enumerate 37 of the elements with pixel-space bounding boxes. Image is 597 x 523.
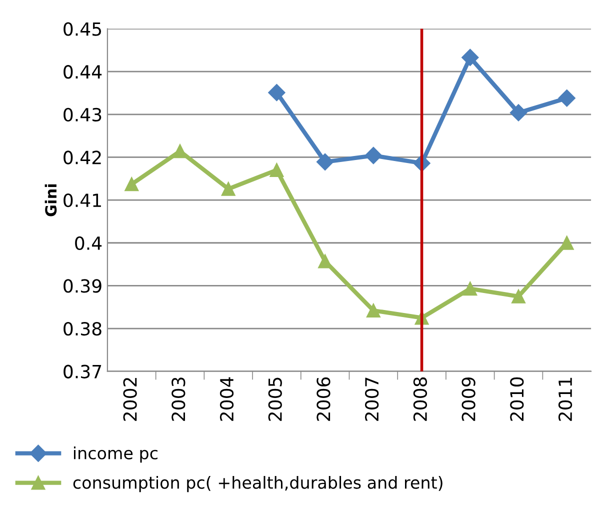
point xyxy=(560,236,574,250)
y-tick-label: 0.41 xyxy=(64,194,101,208)
x-tick-label: 2005 xyxy=(268,378,282,421)
y-tick-label: 0.44 xyxy=(64,65,102,79)
point xyxy=(366,304,380,318)
x-tick-label: 2009 xyxy=(462,377,476,421)
point xyxy=(512,289,526,304)
y-axis-title: Gini xyxy=(44,184,57,216)
point xyxy=(558,90,576,107)
point xyxy=(463,282,478,296)
point xyxy=(510,104,528,122)
point xyxy=(173,144,187,158)
point xyxy=(124,177,139,192)
x-tick-label: 2002 xyxy=(123,378,137,421)
point xyxy=(318,254,332,268)
legend-label: income pc xyxy=(74,446,158,463)
point xyxy=(462,48,479,66)
point xyxy=(268,84,286,102)
y-tick-label: 0.45 xyxy=(64,22,102,36)
point xyxy=(316,153,334,170)
x-tick-label: 2008 xyxy=(413,377,428,421)
x-tick-label: 2007 xyxy=(365,378,379,421)
y-tick-label: 0.39 xyxy=(64,279,102,293)
point xyxy=(270,163,284,178)
x-tick-label: 2011 xyxy=(558,378,572,421)
x-tick-label: 2006 xyxy=(316,377,330,421)
y-tick-label: 0.4 xyxy=(75,236,102,250)
y-tick-label: 0.38 xyxy=(64,322,102,336)
point xyxy=(364,146,382,164)
y-tick-label: 0.37 xyxy=(64,364,102,378)
x-tick-label: 2003 xyxy=(172,378,186,421)
y-tick-label: 0.43 xyxy=(64,108,102,122)
legend-label: consumption pc( +health,durables and rent) xyxy=(73,476,442,492)
point xyxy=(221,182,236,196)
y-tick-label: 0.42 xyxy=(64,150,101,164)
x-tick-label: 2010 xyxy=(510,377,524,421)
x-tick-label: 2004 xyxy=(220,377,234,421)
